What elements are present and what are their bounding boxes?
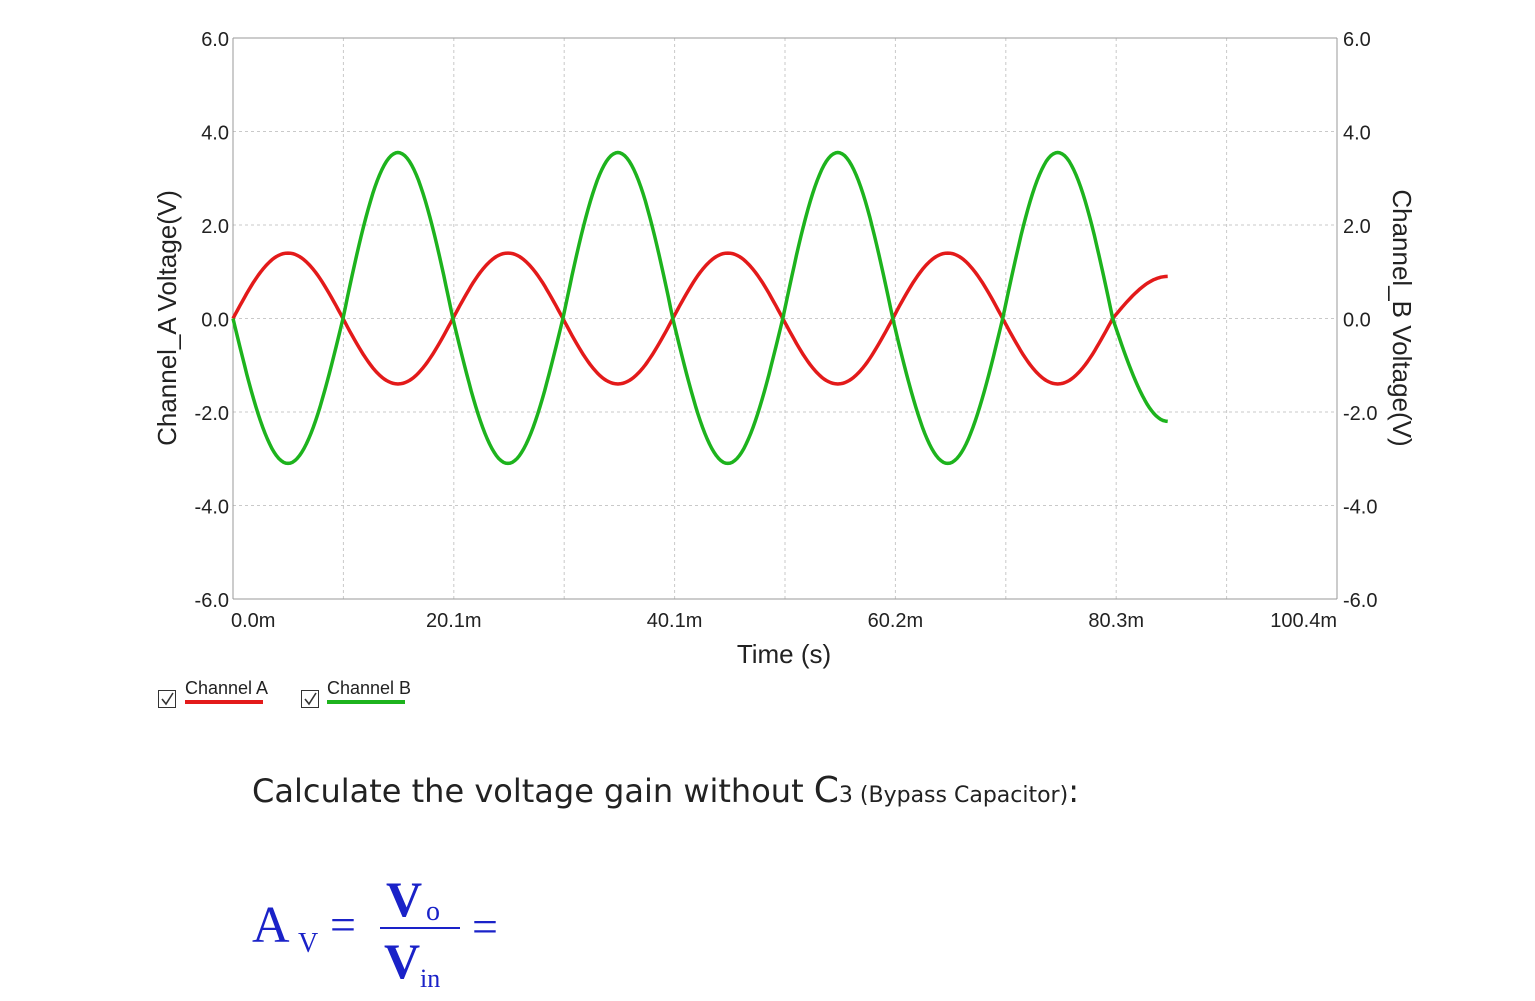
channel-b-swatch [327,700,405,704]
y-axis-left-label: Channel_A Voltage(V) [152,190,182,446]
formula-den-sub: in [420,964,441,993]
x-tick-label: 100.4m [1270,610,1337,632]
y-tick-label-right: 0.0 [1343,310,1371,332]
question-suffix: : [1068,772,1079,810]
grid [233,38,1337,599]
check-icon [161,692,174,706]
channel-b-label: Channel B [327,678,412,698]
y-tick-label-left: -2.0 [195,403,229,425]
y-tick-label-left: 0.0 [201,310,229,332]
y-tick-label-right: -4.0 [1343,497,1377,519]
x-axis-label: Time (s) [737,639,831,669]
gain-formula: A V = V o V in = [250,870,570,1001]
y-tick-label-left: 4.0 [201,123,229,145]
formula-eq2: = [472,901,498,952]
x-tick-label: 60.2m [868,610,924,632]
channel-a-checkbox[interactable] [158,690,176,708]
x-tick-label: 40.1m [647,610,703,632]
formula-num-sub: o [426,896,440,927]
formula-eq: = [330,899,356,950]
x-tick-label: 80.3m [1088,610,1144,632]
y-tick-label-right: 6.0 [1343,29,1371,51]
formula-a: A [252,897,290,954]
x-tick-label: 0.0m [231,610,275,632]
y-tick-label-right: -6.0 [1343,590,1377,612]
series-line-channel-a [231,251,1168,386]
channel-b-checkbox[interactable] [301,690,319,708]
fraction-bar [380,927,460,929]
check-icon [304,692,317,706]
question-prefix: Calculate the voltage gain without [252,772,814,810]
axes [232,37,1338,600]
series-lines [231,150,1168,466]
question-paren: (Bypass Capacitor) [852,783,1069,808]
formula-num: V [386,871,423,927]
question-c: C [813,770,839,811]
formula-den: V [384,933,421,989]
y-tick-label-right: 4.0 [1343,123,1371,145]
y-axis-right-label: Channel_B Voltage(V) [1387,189,1417,446]
y-tick-label-left: -4.0 [195,497,229,519]
y-tick-label-left: 6.0 [201,29,229,51]
y-tick-label-left: 2.0 [201,216,229,238]
channel-a-swatch [185,700,263,704]
tick-labels: 6.0 6.0 4.0 4.0 2.0 2.0 0.0 0.0 -2.0 -2.0 -4.0 -4.0… [195,29,1378,632]
question-text: Calculate the voltage gain without C3 (B… [252,770,1079,811]
series-line-channel-b [231,150,1168,466]
y-tick-label-left: -6.0 [195,590,229,612]
y-tick-label-right: -2.0 [1343,403,1377,425]
voltage-chart: 6.0 6.0 4.0 4.0 2.0 2.0 0.0 0.0 -2.0 -2.0 -4.0 -4.0… [152,29,1417,669]
channel-a-label: Channel A [185,678,269,698]
y-tick-label-right: 2.0 [1343,216,1371,238]
formula-a-sub: V [298,928,319,959]
x-tick-label: 20.1m [426,610,482,632]
question-sub: 3 [838,783,853,808]
